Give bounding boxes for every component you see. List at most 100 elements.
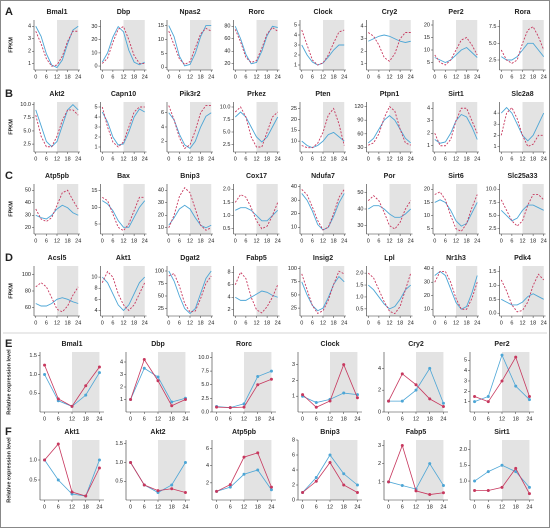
y-tick-label: 2.0 [356,271,364,277]
x-tick-label: 6 [178,320,181,326]
panel-label: B [5,88,13,100]
chart-title: Prkez [247,91,266,98]
x-tick-label: 0 [101,320,104,326]
x-tick-label: 18 [65,238,71,244]
y-tick-label: 50 [158,293,164,299]
data-point [43,363,47,367]
y-tick-label: 8 [227,270,230,276]
x-tick-label: 24 [354,416,360,422]
x-tick-label: 12 [519,320,525,326]
x-tick-label: 6 [377,74,380,80]
data-point [129,461,133,464]
x-tick-label: 0 [300,74,303,80]
x-tick-label: 18 [331,74,337,80]
y-tick-label: 2 [120,384,123,390]
data-point [84,384,88,388]
data-point [428,366,432,370]
x-tick-label: 0 [101,74,104,80]
series-line [434,46,478,63]
data-point [156,375,160,379]
x-tick-label: 18 [198,320,204,326]
x-tick-label: 0 [500,74,503,80]
x-tick-label: 24 [541,320,547,326]
x-tick-label: 6 [45,320,48,326]
x-tick-label: 18 [530,156,536,162]
y-tick-label: 1 [360,61,363,67]
x-tick-label: 0 [433,74,436,80]
data-point [70,490,74,494]
y-tick-label: 20 [158,213,164,219]
y-tick-label: 75 [158,281,164,287]
y-tick-label: 7.5 [23,115,31,121]
y-tick-label: 4 [360,24,363,30]
series-line [301,44,345,66]
x-tick-label: 18 [255,504,261,510]
y-tick-label: 20 [424,187,430,193]
x-tick-label: 6 [111,74,114,80]
x-tick-label: 6 [510,156,513,162]
x-tick-label: 6 [45,74,48,80]
data-point [170,483,174,487]
series-line [35,109,79,148]
x-tick-label: 6 [510,238,513,244]
chart-title: Ndufa7 [311,173,335,180]
x-tick-label: 6 [377,156,380,162]
series-line [434,199,478,227]
series-line [234,26,278,64]
x-tick-label: 12 [386,74,392,80]
data-point [70,404,74,408]
x-tick-label: 24 [474,238,480,244]
data-point [215,405,219,409]
y-tick-label: 0.5 [115,479,123,485]
series-line [168,272,212,313]
night-shade [57,266,79,316]
y-tick-label: 100 [155,268,164,274]
y-tick-label: 120 [354,104,363,110]
x-tick-label: 12 [386,238,392,244]
x-tick-label: 6 [111,156,114,162]
y-tick-label: 1.0 [356,294,364,300]
x-tick-label: 18 [331,238,337,244]
x-tick-label: 0 [387,504,390,510]
y-tick-label: 60 [357,131,363,137]
data-point [183,461,187,464]
x-tick-label: 12 [253,74,259,80]
x-tick-label: 0 [215,416,218,422]
data-point [328,461,332,464]
x-tick-label: 0 [387,416,390,422]
series-line [301,29,345,66]
data-point [256,468,260,472]
y-tick-label: 2 [294,52,297,58]
data-point [428,397,432,401]
y-tick-label: 2.0 [223,187,231,193]
x-tick-label: 0 [367,238,370,244]
chart-title: Atp5pb [45,173,69,180]
data-point [97,458,101,462]
chart-title: Capn10 [111,91,136,98]
data-point [97,371,101,375]
x-tick-label: 0 [234,74,237,80]
y-tick-label: 10 [91,50,97,56]
x-tick-label: 18 [169,416,175,422]
data-point [328,453,332,457]
y-tick-label: 20 [91,37,97,43]
y-tick-label: 1.5 [489,269,497,275]
x-tick-label: 24 [408,238,414,244]
x-tick-label: 24 [142,74,148,80]
y-axis-label: Relative expression level [6,349,12,415]
data-point [514,466,518,470]
y-tick-label: 0 [161,65,164,71]
series-line [368,34,411,43]
y-tick-label: 20 [424,22,430,28]
series-line [367,284,412,310]
y-tick-label: 2 [227,307,230,313]
y-tick-label: 0 [292,497,295,503]
data-point [527,398,531,402]
series-line [434,36,478,66]
y-tick-label: 4 [378,366,381,372]
y-tick-label: 10 [158,225,164,231]
x-tick-label: 12 [499,504,505,510]
night-shade [502,352,530,412]
x-tick-label: 12 [253,156,259,162]
y-tick-label: 2.0 [459,447,467,453]
